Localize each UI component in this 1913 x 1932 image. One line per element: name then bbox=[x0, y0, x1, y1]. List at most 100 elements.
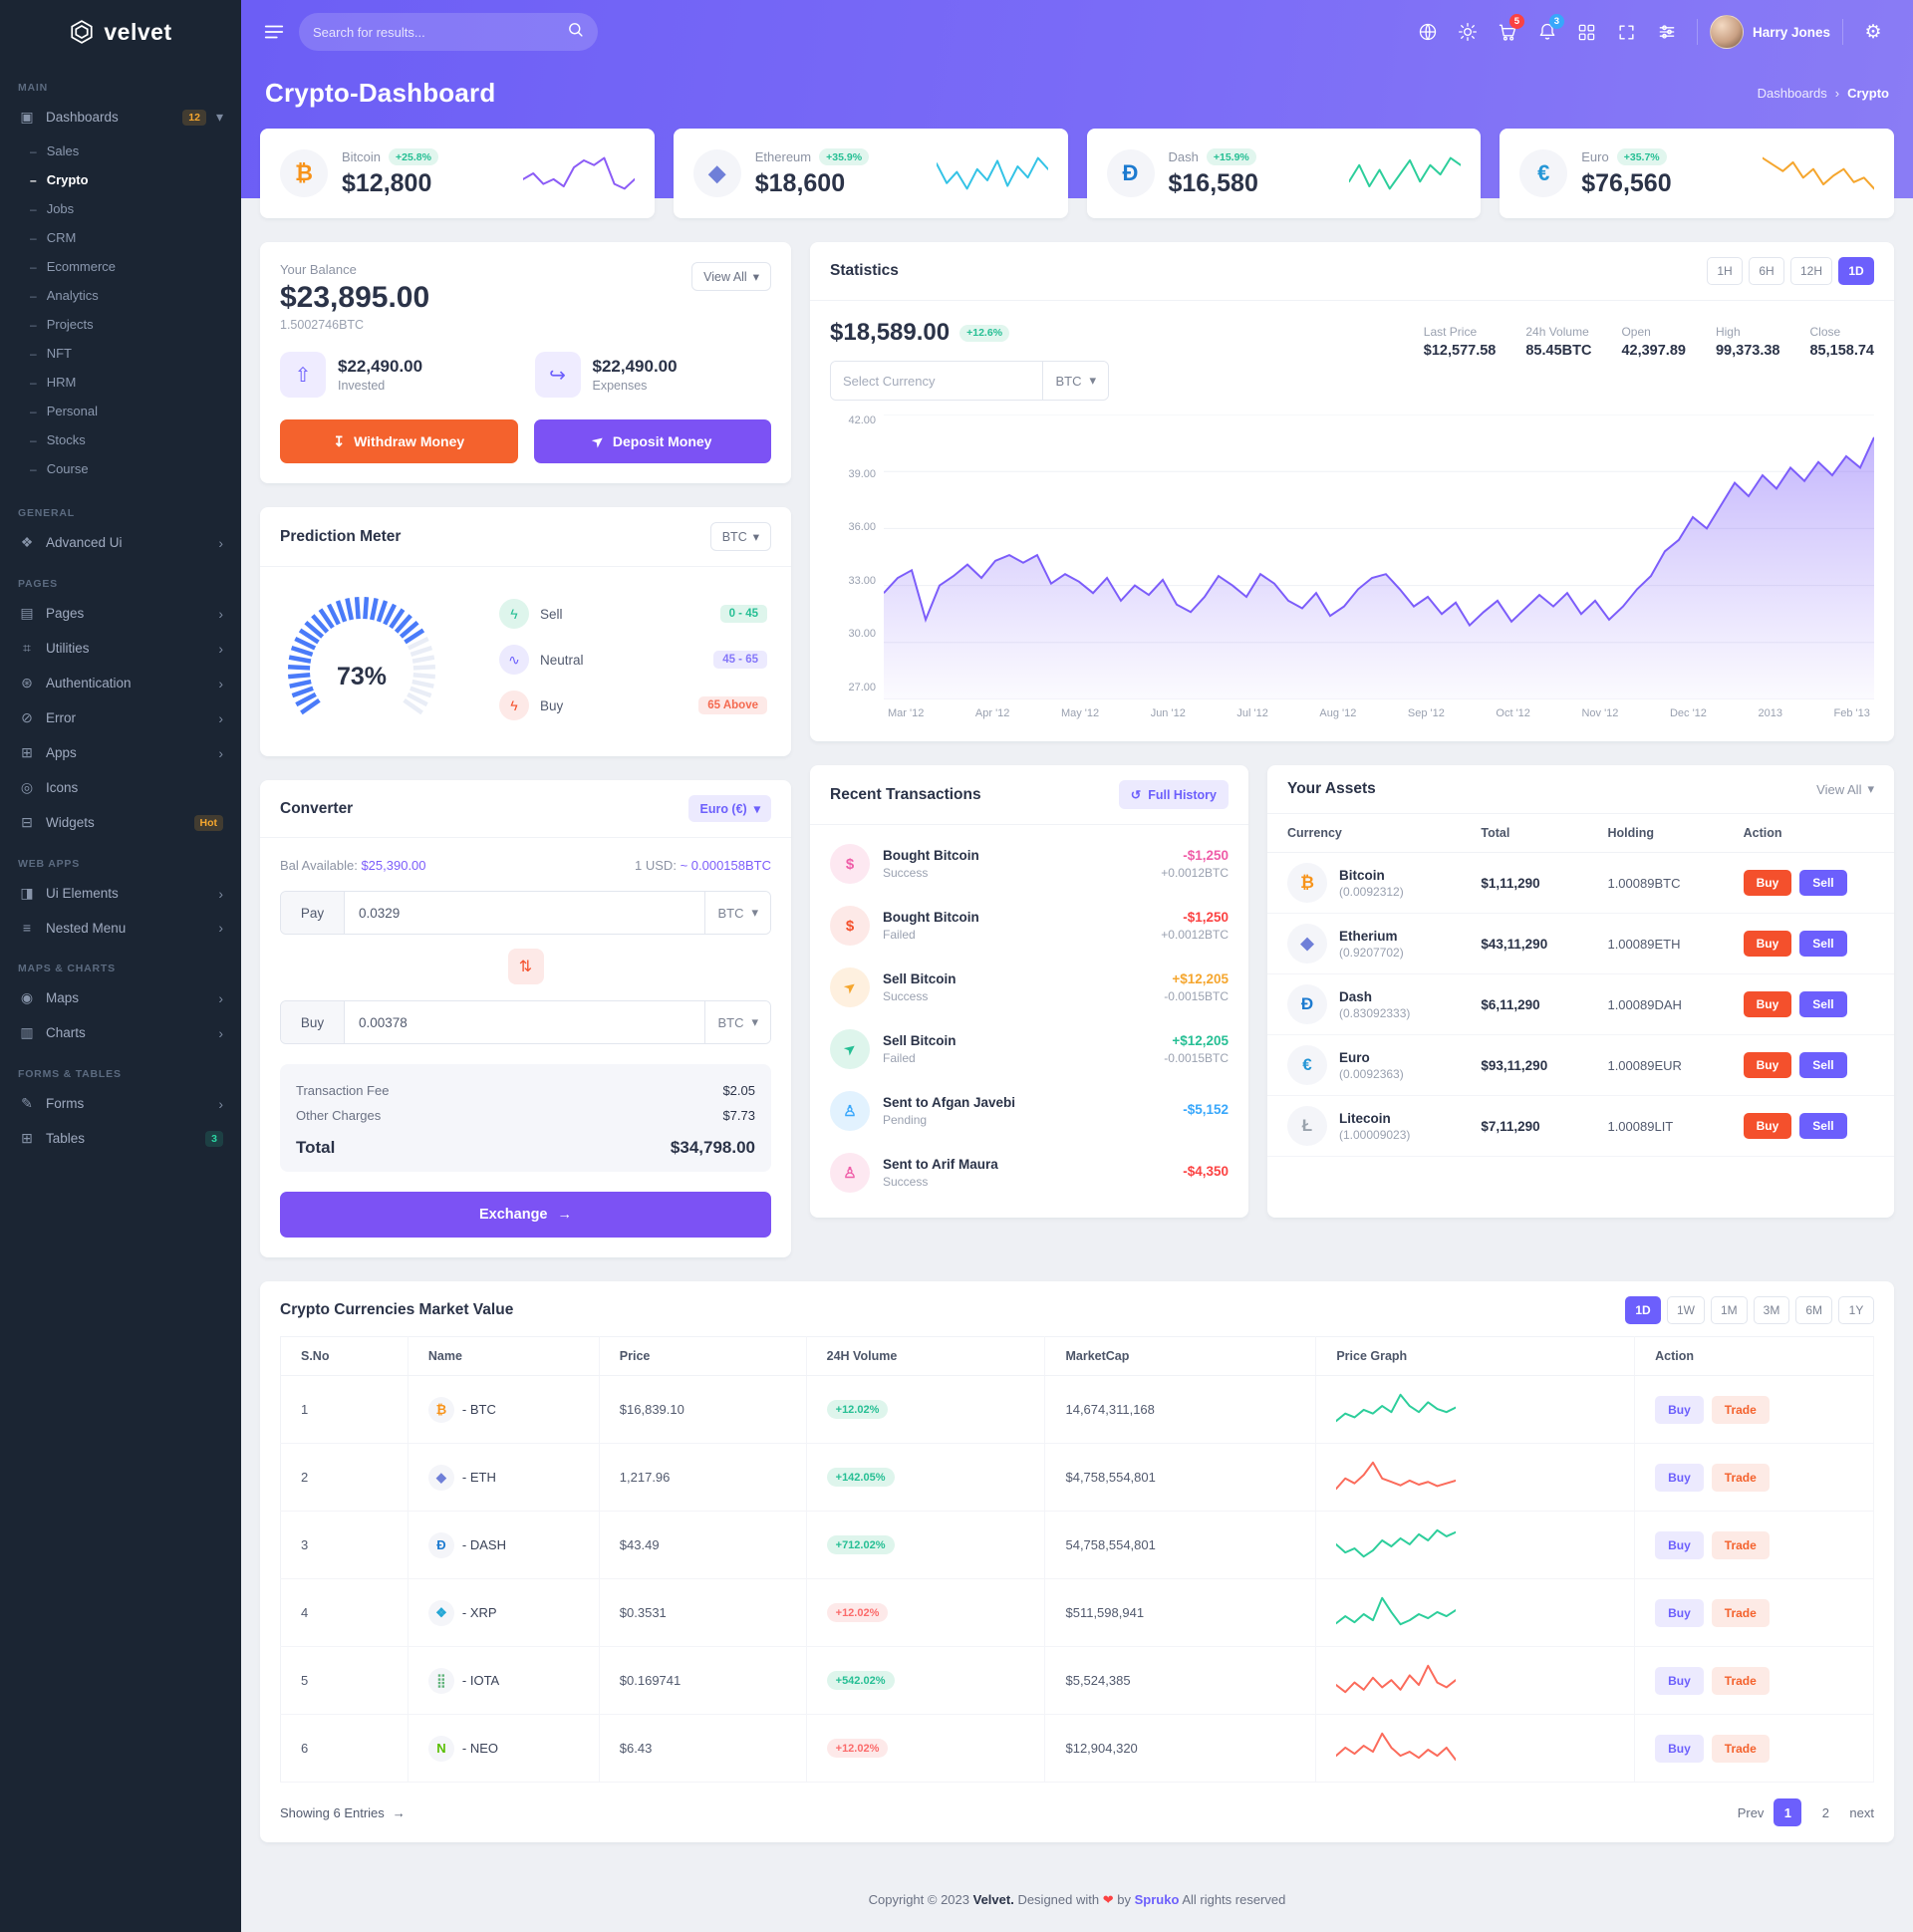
language-globe-icon[interactable] bbox=[1410, 14, 1446, 50]
range-button[interactable]: 1Y bbox=[1838, 1296, 1874, 1324]
apps-grid-icon[interactable] bbox=[1569, 14, 1605, 50]
range-button[interactable]: 1H bbox=[1706, 257, 1743, 285]
notifications-bell-icon[interactable]: 3 bbox=[1529, 14, 1565, 50]
asset-amount: (1.00009023) bbox=[1339, 1127, 1411, 1142]
sidebar-item[interactable]: ▥ Charts › bbox=[0, 1015, 241, 1050]
cart-icon[interactable]: 5 bbox=[1490, 14, 1525, 50]
sidebar-subitem[interactable]: Projects bbox=[0, 310, 241, 339]
swap-icon[interactable]: ⇅ bbox=[507, 949, 544, 984]
asset-buy-button[interactable]: Buy bbox=[1743, 991, 1792, 1017]
asset-sell-button[interactable]: Sell bbox=[1799, 1052, 1847, 1078]
fullscreen-icon[interactable] bbox=[1609, 14, 1645, 50]
buy-currency-select[interactable]: BTC ▾ bbox=[704, 1001, 770, 1043]
sidebar-subitem[interactable]: Personal bbox=[0, 397, 241, 425]
converter-currency-select[interactable]: Euro (€) ▾ bbox=[688, 795, 771, 822]
asset-buy-button[interactable]: Buy bbox=[1743, 1052, 1792, 1078]
sidebar-item[interactable]: ⌗ Utilities › bbox=[0, 631, 241, 666]
market-trade-button[interactable]: Trade bbox=[1711, 1734, 1770, 1763]
sidebar-item[interactable]: ◉ Maps › bbox=[0, 980, 241, 1015]
range-button[interactable]: 1D bbox=[1838, 257, 1874, 285]
market-trade-button[interactable]: Trade bbox=[1711, 1598, 1770, 1627]
sliders-settings-icon[interactable] bbox=[1649, 14, 1685, 50]
prev-page[interactable]: Prev bbox=[1737, 1804, 1765, 1820]
sidebar-item[interactable]: ⊛ Authentication › bbox=[0, 666, 241, 700]
sidebar-subitem[interactable]: Analytics bbox=[0, 281, 241, 310]
sidebar-subitem[interactable]: Sales bbox=[0, 137, 241, 165]
page-2[interactable]: 2 bbox=[1821, 1804, 1830, 1820]
btc-select[interactable]: BTC ▾ bbox=[1042, 362, 1108, 400]
sidebar-subitem[interactable]: Jobs bbox=[0, 194, 241, 223]
pay-input[interactable] bbox=[345, 892, 705, 934]
breadcrumb-parent[interactable]: Dashboards bbox=[1757, 86, 1827, 101]
user-menu[interactable]: Harry Jones bbox=[1709, 15, 1830, 49]
asset-buy-button[interactable]: Buy bbox=[1743, 870, 1792, 896]
page-1[interactable]: 1 bbox=[1774, 1798, 1802, 1826]
sidebar-item[interactable]: ⊞ Apps › bbox=[0, 735, 241, 770]
asset-sell-button[interactable]: Sell bbox=[1799, 991, 1847, 1017]
sidebar-item-dashboards[interactable]: ▣ Dashboards 12 ▾ bbox=[0, 100, 241, 135]
market-trade-button[interactable]: Trade bbox=[1711, 1463, 1770, 1492]
transaction-row[interactable]: $ Bought Bitcoin Failed -$1,250 +0.0012B… bbox=[830, 895, 1229, 957]
sidebar-subitem[interactable]: HRM bbox=[0, 368, 241, 397]
assets-view-all[interactable]: View All ▾ bbox=[1816, 781, 1874, 797]
prediction-currency-select[interactable]: BTC ▾ bbox=[709, 522, 771, 551]
search-icon[interactable] bbox=[567, 21, 584, 43]
range-button[interactable]: 6M bbox=[1795, 1296, 1832, 1324]
next-page[interactable]: next bbox=[1849, 1804, 1874, 1820]
asset-sell-button[interactable]: Sell bbox=[1799, 931, 1847, 957]
asset-buy-button[interactable]: Buy bbox=[1743, 1113, 1792, 1139]
range-button[interactable]: 1M bbox=[1710, 1296, 1748, 1324]
range-button[interactable]: 1D bbox=[1624, 1296, 1661, 1324]
market-buy-button[interactable]: Buy bbox=[1655, 1530, 1704, 1559]
market-trade-button[interactable]: Trade bbox=[1711, 1395, 1770, 1424]
range-button[interactable]: 3M bbox=[1753, 1296, 1790, 1324]
sidebar-item[interactable]: ❖ Advanced Ui › bbox=[0, 525, 241, 560]
sidebar-item[interactable]: ◎ Icons bbox=[0, 770, 241, 805]
select-currency-input[interactable] bbox=[831, 362, 1043, 400]
market-trade-button[interactable]: Trade bbox=[1711, 1530, 1770, 1559]
sidebar-subitem[interactable]: NFT bbox=[0, 339, 241, 368]
transaction-row[interactable]: ♙ Sent to Arif Maura Success -$4,350 bbox=[830, 1142, 1229, 1204]
withdraw-money-button[interactable]: ↧ Withdraw Money bbox=[280, 419, 518, 463]
market-trade-button[interactable]: Trade bbox=[1711, 1666, 1770, 1695]
gear-icon[interactable]: ⚙ bbox=[1864, 21, 1882, 43]
sidebar-subitem[interactable]: Crypto bbox=[0, 165, 241, 194]
sidebar-item[interactable]: ⊞ Tables 3 bbox=[0, 1121, 241, 1156]
market-buy-button[interactable]: Buy bbox=[1655, 1734, 1704, 1763]
deposit-money-button[interactable]: ➤ Deposit Money bbox=[533, 419, 771, 463]
sidebar-item[interactable]: ⊘ Error › bbox=[0, 700, 241, 735]
sidebar-item[interactable]: ▤ Pages › bbox=[0, 596, 241, 631]
range-button[interactable]: 6H bbox=[1748, 257, 1784, 285]
sidebar-subitem[interactable]: CRM bbox=[0, 223, 241, 252]
market-buy-button[interactable]: Buy bbox=[1655, 1463, 1704, 1492]
sidebar-item[interactable]: ⊟ Widgets Hot bbox=[0, 805, 241, 840]
asset-sell-button[interactable]: Sell bbox=[1799, 870, 1847, 896]
spruko-link[interactable]: Spruko bbox=[1134, 1892, 1180, 1907]
sidebar-subitem[interactable]: Ecommerce bbox=[0, 252, 241, 281]
transaction-row[interactable]: ➤ Sell Bitcoin Success +$12,205 -0.0015B… bbox=[830, 957, 1229, 1018]
transaction-row[interactable]: ♙ Sent to Afgan Javebi Pending -$5,152 bbox=[830, 1080, 1229, 1142]
sidebar-subitem[interactable]: Course bbox=[0, 454, 241, 483]
full-history-button[interactable]: ↺ Full History bbox=[1118, 780, 1229, 809]
search-input[interactable] bbox=[313, 24, 559, 40]
range-button[interactable]: 1W bbox=[1666, 1296, 1705, 1324]
sidebar-item[interactable]: ◨ Ui Elements › bbox=[0, 876, 241, 911]
market-buy-button[interactable]: Buy bbox=[1655, 1598, 1704, 1627]
theme-light-icon[interactable] bbox=[1450, 14, 1486, 50]
asset-sell-button[interactable]: Sell bbox=[1799, 1113, 1847, 1139]
brand-logo[interactable]: velvet bbox=[0, 0, 241, 64]
sidebar-item[interactable]: ≡ Nested Menu › bbox=[0, 911, 241, 945]
view-all-button[interactable]: View All ▾ bbox=[691, 262, 771, 291]
pay-currency-select[interactable]: BTC ▾ bbox=[704, 892, 770, 934]
transaction-row[interactable]: $ Bought Bitcoin Success -$1,250 +0.0012… bbox=[830, 833, 1229, 895]
asset-buy-button[interactable]: Buy bbox=[1743, 931, 1792, 957]
range-button[interactable]: 12H bbox=[1789, 257, 1832, 285]
sidebar-subitem[interactable]: Stocks bbox=[0, 425, 241, 454]
buy-input[interactable] bbox=[345, 1001, 705, 1043]
hamburger-menu-icon[interactable] bbox=[263, 21, 285, 43]
market-buy-button[interactable]: Buy bbox=[1655, 1395, 1704, 1424]
market-buy-button[interactable]: Buy bbox=[1655, 1666, 1704, 1695]
transaction-row[interactable]: ➤ Sell Bitcoin Failed +$12,205 -0.0015BT… bbox=[830, 1018, 1229, 1080]
exchange-button[interactable]: Exchange → bbox=[280, 1192, 771, 1238]
sidebar-item[interactable]: ✎ Forms › bbox=[0, 1086, 241, 1121]
